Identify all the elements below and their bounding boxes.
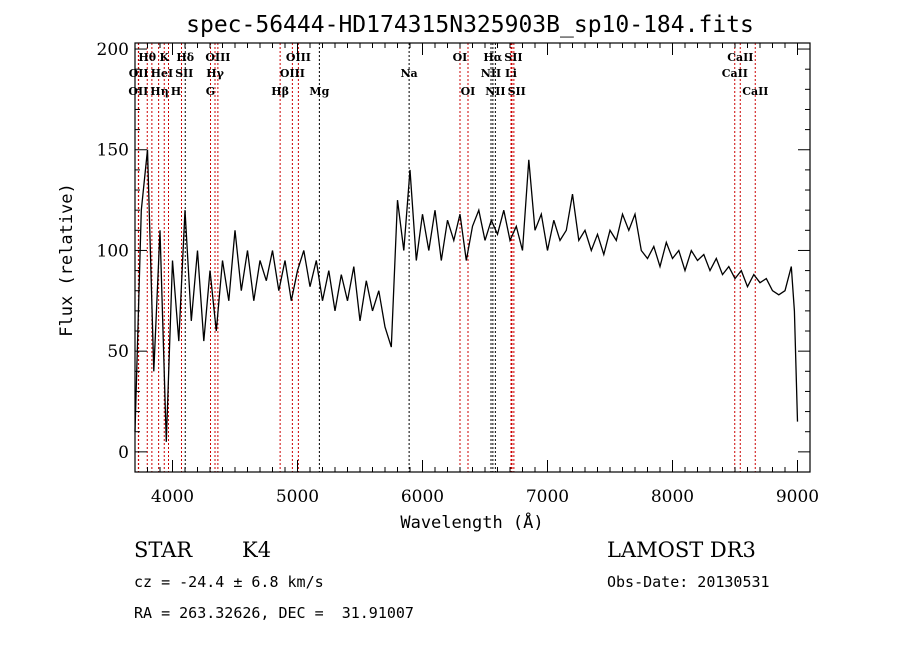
spectral-line-label: OI — [453, 51, 468, 64]
x-axis-label: Wavelength (Å) — [400, 511, 543, 533]
x-tick-label: 5000 — [276, 487, 319, 507]
y-tick-label: 200 — [97, 40, 129, 60]
spectral-line-label: OII — [128, 85, 148, 98]
spectral-line-label: Hη — [150, 85, 168, 98]
survey-name: LAMOST DR3 — [607, 538, 756, 562]
spectral-line-label: OIII — [205, 51, 230, 64]
spectral-line-label: Hβ — [271, 85, 289, 98]
spectral-line-label: Hα — [483, 51, 502, 64]
spectral-line-label: OIII — [286, 51, 311, 64]
spectral-line-label: OIII — [280, 67, 305, 80]
spectral-line-label: CaII — [742, 85, 768, 98]
spectral-line-label: HeI — [151, 67, 174, 80]
x-tick-label: 8000 — [651, 487, 694, 507]
spectral-line-label: SII — [508, 85, 526, 98]
chart-title: spec-56444-HD174315N325903B_sp10-184.fit… — [186, 12, 754, 38]
spectral-line-label: OII — [129, 67, 149, 80]
redshift-text: cz = -24.4 ± 6.8 km/s — [134, 573, 324, 591]
x-tick-label: 7000 — [526, 487, 569, 507]
spectral-line-label: OI — [461, 85, 476, 98]
spectral-line-label: Na — [401, 67, 418, 80]
spectral-line-label: Li — [505, 67, 517, 80]
x-tick-label: 4000 — [151, 487, 194, 507]
obs-date: Obs-Date: 20130531 — [607, 573, 770, 591]
y-tick-label: 150 — [97, 141, 129, 161]
plot-frame — [134, 42, 811, 473]
spectral-line-label: G — [206, 85, 215, 98]
y-axis-label: Flux (relative) — [57, 183, 77, 337]
spectral-line-label: NII — [485, 85, 505, 98]
x-tick-label: 9000 — [776, 487, 819, 507]
y-tick-label: 0 — [118, 443, 129, 463]
spectral-line-label: SII — [504, 51, 522, 64]
object-subclass: K4 — [242, 538, 272, 562]
spectral-line-label: H — [171, 85, 181, 98]
spectral-line-label: NII — [481, 67, 501, 80]
spectral-line-label: K — [160, 51, 170, 64]
spectral-line-label: SII — [175, 67, 193, 80]
spectral-line-label: Mg — [309, 85, 329, 98]
y-tick-label: 50 — [107, 342, 129, 362]
spectral-line-label: Hγ — [206, 67, 224, 80]
x-tick-label: 6000 — [401, 487, 444, 507]
spectrum-line — [134, 149, 799, 442]
spectral-line-label: CaII — [722, 67, 748, 80]
y-tick-label: 100 — [97, 241, 129, 261]
coordinates-text: RA = 263.32626, DEC = 31.91007 — [134, 604, 414, 622]
spectral-line-label: Hθ — [138, 51, 156, 64]
spectral-line-label: CaII — [727, 51, 753, 64]
object-class: STAR — [134, 538, 193, 562]
spectral-line-label: Hδ — [176, 51, 194, 64]
